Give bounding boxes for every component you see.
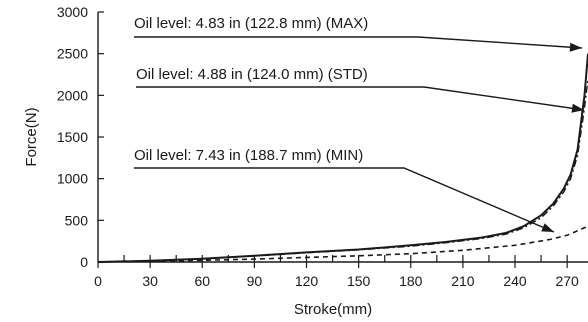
y-tick-label: 1000 — [57, 171, 88, 187]
series-label: Oil level: 4.83 in (122.8 mm) (MAX) — [134, 15, 368, 32]
ticks: 0 500 1000 1500 2000 2500 3000 0 30 60 90 120 150 180… — [57, 4, 579, 289]
series-label: Oil level: 4.88 in (124.0 mm) (STD) — [136, 66, 368, 83]
axes — [97, 12, 588, 263]
leader-line — [136, 86, 585, 111]
y-tick-label: 3000 — [57, 4, 88, 20]
series-line-solid — [97, 53, 588, 263]
leader-line — [134, 36, 583, 49]
y-tick-label: 2500 — [57, 46, 88, 62]
x-tick-label: 150 — [347, 273, 371, 289]
annotations: Oil level: 4.83 in (122.8 mm) (MAX) Oil l… — [134, 15, 585, 233]
x-tick-label: 270 — [555, 273, 579, 289]
series-label: Oil level: 7.43 in (188.7 mm) (MIN) — [134, 147, 363, 164]
x-tick-label: 90 — [247, 273, 263, 289]
arrow-head — [571, 103, 584, 113]
series-lines — [97, 53, 588, 263]
x-tick-label: 60 — [194, 273, 210, 289]
leader-line — [134, 167, 555, 233]
x-tick-label: 120 — [295, 273, 319, 289]
series-line-dash-dot — [97, 78, 588, 263]
x-tick-label: 0 — [94, 273, 102, 289]
x-axis-title: Stroke(mm) — [294, 301, 372, 318]
arrow-head — [569, 42, 582, 52]
y-tick-label: 2000 — [57, 87, 88, 103]
y-tick-label: 1500 — [57, 129, 88, 145]
x-tick-label: 180 — [399, 273, 423, 289]
y-tick-label: 500 — [65, 212, 89, 228]
x-tick-label: 210 — [451, 273, 475, 289]
x-tick-label: 240 — [503, 273, 527, 289]
y-tick-label: 0 — [80, 254, 88, 270]
y-axis-title: Force(N) — [23, 107, 40, 166]
x-tick-label: 30 — [142, 273, 158, 289]
arrow-head — [541, 223, 554, 232]
